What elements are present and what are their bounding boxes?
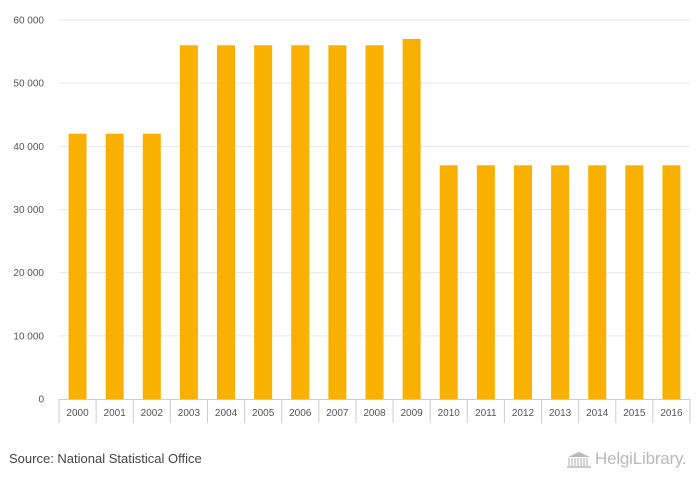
x-tick-label: 2002 (141, 408, 164, 419)
bar-2002[interactable] (142, 133, 161, 399)
y-tick-label: 0 (38, 395, 44, 406)
x-tick-label: 2016 (660, 408, 683, 419)
x-axis: 2000 2001 2002 2003 2004 2005 2006 2007 2008 2009… (58, 399, 691, 423)
bar-2013[interactable] (551, 165, 570, 399)
helgi-library-logo[interactable]: HelgiLibrary. (566, 449, 687, 469)
bar-2016[interactable] (662, 165, 681, 399)
x-tick-label: 2000 (66, 408, 89, 419)
bar-2006[interactable] (291, 45, 310, 400)
y-tick-label: 30 000 (13, 205, 44, 216)
x-tick-label: 2001 (104, 408, 127, 419)
bar-2014[interactable] (588, 165, 607, 399)
y-axis: 0 10 000 20 000 30 000 40 000 50 000 60 000 (13, 16, 44, 406)
bar-2000[interactable] (68, 133, 87, 399)
library-building-icon (567, 452, 591, 468)
x-tick-label: 2006 (289, 408, 312, 419)
x-tick-label: 2005 (252, 408, 275, 419)
bar-2003[interactable] (179, 45, 198, 400)
x-tick-label: 2004 (215, 408, 238, 419)
y-tick-label: 40 000 (13, 142, 44, 153)
x-tick-label: 2008 (363, 408, 386, 419)
y-tick-label: 50 000 (13, 79, 44, 90)
bar-2001[interactable] (105, 133, 124, 399)
bar-2004[interactable] (217, 45, 236, 400)
bar-2009[interactable] (402, 38, 421, 399)
x-tick-label: 2011 (475, 408, 497, 419)
x-tick-label: 2015 (623, 408, 646, 419)
logo-text: HelgiLibrary. (595, 449, 687, 468)
bar-2011[interactable] (476, 165, 495, 399)
y-tick-label: 20 000 (13, 268, 44, 279)
bar-2007[interactable] (328, 45, 347, 400)
bar-chart: 0 10 000 20 000 30 000 40 000 50 000 60 000 20… (13, 16, 691, 423)
bar-2012[interactable] (513, 165, 532, 399)
x-tick-label: 2003 (178, 408, 201, 419)
x-tick-label: 2007 (326, 408, 349, 419)
bar-2015[interactable] (625, 165, 644, 399)
x-tick-label: 2014 (586, 408, 609, 419)
x-tick-label: 2013 (549, 408, 572, 419)
x-tick-label: 2009 (400, 408, 423, 419)
bars (68, 38, 681, 400)
bar-2010[interactable] (439, 165, 458, 399)
bar-2005[interactable] (254, 45, 273, 400)
x-tick-label: 2010 (438, 408, 461, 419)
y-tick-label: 60 000 (13, 16, 44, 27)
source-note: Source: National Statistical Office (9, 451, 202, 466)
y-tick-label: 10 000 (13, 331, 44, 342)
x-tick-label: 2012 (512, 408, 535, 419)
bar-2008[interactable] (365, 45, 384, 400)
